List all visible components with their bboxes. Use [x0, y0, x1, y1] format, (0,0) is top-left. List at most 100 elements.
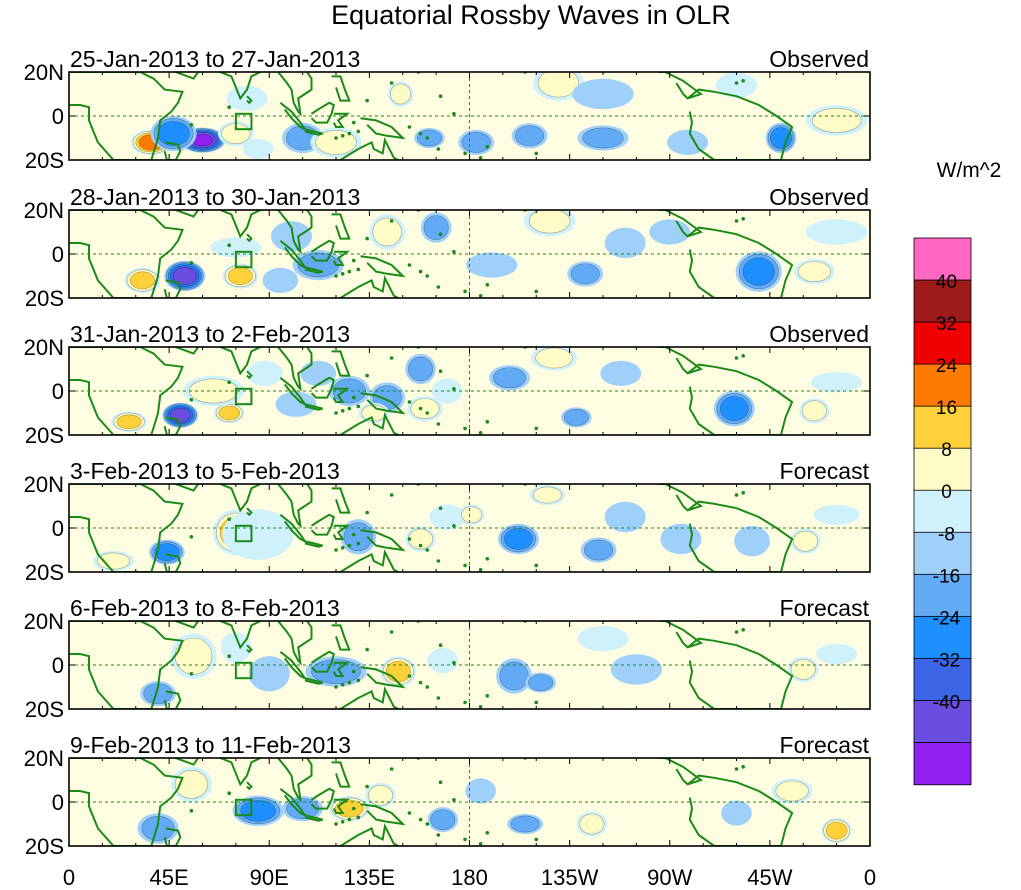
island [734, 493, 739, 497]
coastline [331, 487, 351, 514]
island [485, 283, 490, 287]
island [425, 822, 430, 826]
region-box [234, 798, 253, 817]
coastline [163, 416, 182, 435]
olr-anomaly-blob [408, 356, 434, 382]
island [389, 81, 394, 85]
coastline [219, 484, 261, 513]
coastline [175, 484, 199, 492]
coastline [332, 250, 351, 266]
coastline [277, 621, 313, 666]
coastline [310, 650, 335, 673]
coastline [332, 661, 351, 677]
coastline [304, 128, 323, 136]
coastline [304, 814, 323, 822]
island [534, 426, 539, 431]
island [189, 398, 194, 402]
coastline [277, 758, 313, 803]
olr-anomaly-blob [430, 809, 456, 831]
coastline [360, 529, 406, 552]
colorbar-swatch [913, 615, 972, 660]
island [452, 798, 456, 802]
x-tick-label: 45W [747, 865, 792, 890]
coastline [360, 117, 406, 140]
olr-anomaly-blob [246, 360, 283, 386]
island [436, 696, 441, 700]
colorbar-swatch [913, 573, 972, 618]
island [189, 123, 194, 127]
island [365, 784, 369, 789]
olr-anomaly-blob [385, 660, 411, 683]
coastline [332, 524, 351, 540]
colorbar-tick-label: -8 [938, 524, 955, 545]
coastline [321, 823, 399, 846]
olr-anomaly-blob [801, 400, 827, 422]
olr-anomaly-blob [300, 360, 337, 386]
island [352, 120, 356, 125]
x-tick-label: 180 [451, 865, 488, 890]
island [741, 491, 745, 495]
island [189, 809, 194, 813]
island [334, 548, 338, 552]
island [436, 422, 441, 426]
colorbar-tick-label: -40 [933, 692, 960, 713]
y-tick-label: 20S [25, 423, 64, 448]
island [352, 806, 356, 811]
coastline [686, 226, 794, 298]
coastline [163, 690, 182, 709]
island [334, 136, 338, 140]
coastline [163, 553, 182, 572]
island [478, 294, 483, 298]
olr-anomaly-blob [563, 408, 589, 426]
colorbar-tick-label: 8 [941, 440, 952, 461]
coastline [246, 370, 253, 380]
y-tick-label: 20S [25, 560, 64, 585]
island [189, 672, 194, 676]
panel-status: Forecast [780, 458, 870, 484]
olr-anomaly-blob [805, 219, 868, 245]
island [352, 532, 356, 537]
olr-anomaly-blob [528, 210, 571, 234]
olr-anomaly-blob [466, 252, 518, 278]
coastline [321, 275, 399, 298]
y-tick-label: 0 [52, 790, 64, 815]
olr-anomaly-blob [610, 654, 662, 685]
panel-status: Observed [769, 321, 869, 347]
island [227, 380, 231, 385]
coastline [331, 761, 351, 788]
coastline [686, 637, 794, 709]
coastline [219, 621, 261, 650]
island [425, 548, 430, 552]
coastline [175, 210, 199, 218]
olr-anomaly-blob [600, 360, 642, 386]
olr-anomaly-blob [129, 271, 155, 290]
island [436, 147, 441, 151]
y-tick-label: 0 [52, 379, 64, 404]
island [227, 517, 231, 521]
olr-anomaly-blob [429, 504, 466, 530]
panel-3: 20N 0 20S 31-Jan-2013 to 2-Feb-2013 Observed [24, 321, 871, 448]
coastline [175, 758, 199, 766]
coastline [658, 758, 704, 786]
chart-title: Equatorial Rossby Waves in OLR [331, 0, 731, 30]
olr-anomaly-blob [271, 221, 312, 252]
coastline [277, 72, 313, 117]
y-tick-label: 0 [52, 242, 64, 267]
island [356, 404, 361, 409]
olr-anomaly-blob [510, 815, 540, 833]
coastline [310, 376, 335, 399]
coastline [175, 72, 199, 80]
island [478, 842, 483, 846]
island [347, 543, 352, 548]
y-tick-label: 0 [52, 653, 64, 678]
olr-anomaly-blob [537, 72, 580, 98]
olr-anomaly-blob [742, 257, 775, 286]
coastline [246, 644, 253, 654]
olr-anomaly-blob [577, 626, 629, 652]
colorbar-swatch [913, 447, 972, 491]
island [478, 431, 483, 435]
olr-anomaly-blob [465, 778, 496, 804]
olr-anomaly-blob [716, 72, 757, 98]
island [389, 356, 394, 360]
